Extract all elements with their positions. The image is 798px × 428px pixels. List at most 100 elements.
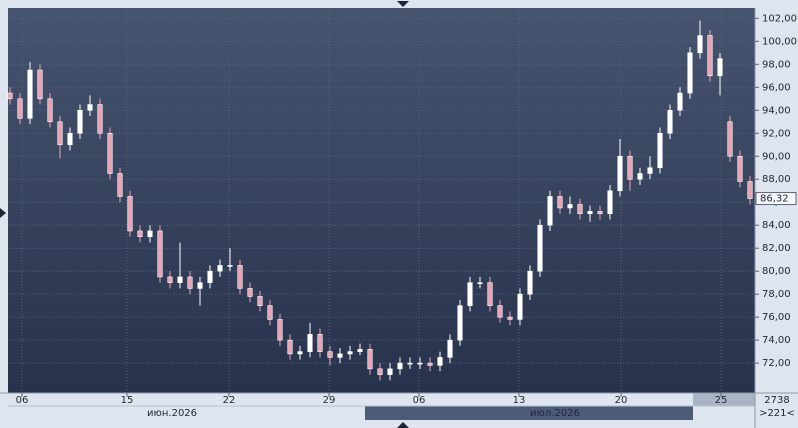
candle-body [267,305,273,320]
y-tick-label: 82,00 [762,243,791,254]
candle-body [7,92,13,100]
x-tick-label: 20 [615,395,628,406]
candle-body [747,181,753,199]
candle-body [47,98,53,123]
current-range [693,393,755,406]
candle-body [697,35,703,54]
scroll-marker[interactable] [0,208,6,218]
y-tick-label: 92,00 [762,128,791,139]
candle-body [17,98,23,119]
candle-body [127,196,133,232]
candle-body [37,69,43,100]
candle-body [107,132,113,174]
x-tick-label: 22 [223,395,236,406]
candle-body [607,190,613,215]
candle-body [417,362,423,365]
candle-body [217,265,223,272]
candle-body [57,121,63,146]
candle-body [77,109,83,134]
scroll-marker[interactable] [397,422,409,428]
y-tick-label: 88,00 [762,174,791,185]
scroll-marker[interactable] [397,1,409,7]
candle-body [297,351,303,355]
candle-body [277,319,283,341]
candle-body [467,282,473,306]
candle-body [687,52,693,94]
candle-body [237,265,243,289]
candle-body [177,276,183,283]
candle-body [97,104,103,134]
candle-body [567,204,573,209]
y-tick-label: 102,00 [762,13,797,24]
candle-body [707,35,713,77]
candle-body [197,282,203,289]
candle-body [507,316,513,320]
x-tick-label: 15 [121,395,134,406]
candle-body [727,121,733,157]
candle-body [137,230,143,238]
candle-body [657,132,663,169]
x-tick-label: 25 [715,395,728,406]
y-tick-label: 84,00 [762,220,791,231]
x-tick-label: 06 [16,395,29,406]
month-label: июн.2026 [147,408,197,419]
candle-body [577,204,583,215]
candle-body [257,296,263,306]
candle-body [357,349,363,352]
y-tick-label: 76,00 [762,312,791,323]
candle-body [27,69,33,119]
y-tick-label: 90,00 [762,151,791,162]
candle-body [187,276,193,289]
candle-body [587,211,593,215]
candle-body [327,351,333,358]
candle-body [667,109,673,134]
candle-body [117,173,123,197]
footer-text: 2738 [764,395,789,406]
candle-body [247,288,253,297]
candle-body [547,196,553,226]
candle-body [407,362,413,365]
candle-body [527,270,533,295]
candle-body [477,282,483,284]
candle-body [307,334,313,352]
y-tick-label: 78,00 [762,289,791,300]
y-tick-label: 94,00 [762,105,791,116]
plot [7,8,755,393]
candle-body [677,92,683,111]
candle-body [347,351,353,355]
candle-body [427,362,433,366]
candle-body [447,339,453,358]
last-price-tag [755,192,797,206]
footer-text: >221< [759,408,795,419]
candle-body [317,334,323,352]
candle-body [627,155,633,180]
candle-body [387,368,393,375]
candle-body [717,58,723,77]
candle-body [737,155,743,182]
candle-body [537,224,543,272]
candle-body [617,155,623,192]
candle-body [87,104,93,111]
candle-body [437,357,443,366]
candle-body [167,276,173,283]
candle-body [397,362,403,370]
candle-body [597,211,603,215]
candle-body [67,132,73,146]
last-price-label: 86,32 [760,194,789,205]
candle-body [227,265,233,267]
candle-body [147,230,153,238]
month-label: июл.2026 [530,408,580,419]
candle-body [207,270,213,283]
candle-body [497,305,503,318]
candle-body [377,368,383,375]
y-tick-label: 98,00 [762,59,791,70]
x-tick-label: 06 [413,395,426,406]
candle-body [287,339,293,355]
candle-body [457,305,463,341]
y-tick-label: 72,00 [762,358,791,369]
candle-body [487,282,493,306]
candle-body [337,353,343,358]
candle-body [517,293,523,320]
